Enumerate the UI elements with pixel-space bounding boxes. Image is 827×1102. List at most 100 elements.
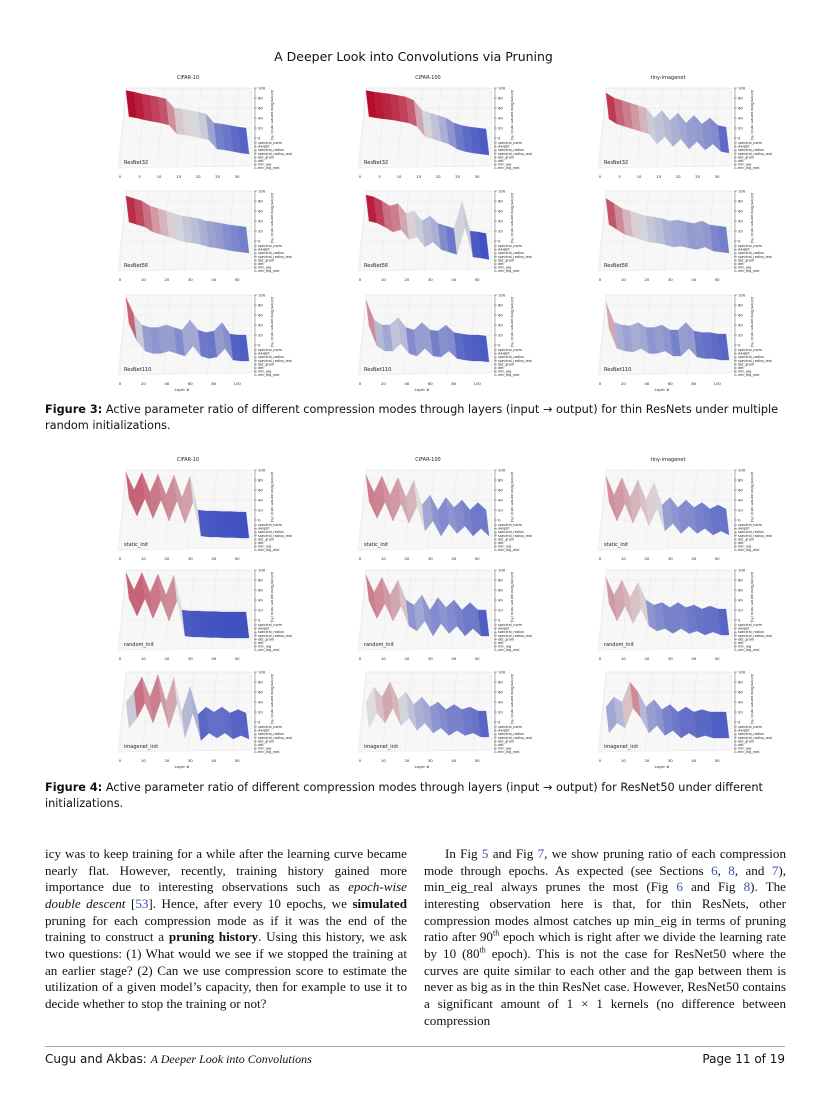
z-axis-label: Active/Total param ratio (%) bbox=[510, 472, 514, 523]
mode-label: spectral_radius bbox=[498, 148, 524, 152]
z-tick-label: 60 bbox=[738, 487, 743, 492]
z-tick-label: 100 bbox=[738, 467, 746, 472]
x-tick-label: 40 bbox=[211, 277, 216, 282]
x-tick-label: 50 bbox=[715, 758, 720, 763]
section-link[interactable]: 8 bbox=[728, 862, 735, 878]
x-tick-label: 60 bbox=[668, 381, 673, 386]
x-tick-label: 20 bbox=[436, 174, 441, 179]
mode-label: spectral_radius bbox=[258, 251, 284, 255]
model-label: ResNet32 bbox=[364, 160, 388, 166]
z-tick-label: 80 bbox=[258, 477, 263, 482]
x-tick-label: 20 bbox=[404, 556, 409, 561]
mode-label: spectral_radius_real bbox=[258, 359, 292, 363]
mode-label: det_gram bbox=[738, 155, 755, 159]
grid-line bbox=[142, 671, 149, 753]
z-tick-label: 40 bbox=[738, 218, 743, 223]
mode-label: spectral_radius_real bbox=[258, 736, 292, 740]
mode-label: min_eig_real bbox=[738, 269, 759, 273]
mode-label: spectral_radius_real bbox=[498, 634, 532, 638]
x-tick-label: 40 bbox=[451, 656, 456, 661]
z-tick-label: 60 bbox=[258, 587, 263, 592]
mode-label: spectral_norm bbox=[738, 141, 763, 145]
z-axis-label: Active/Total param ratio (%) bbox=[510, 193, 514, 244]
z-tick-label: 80 bbox=[258, 679, 263, 684]
mode-label: det bbox=[738, 743, 744, 747]
figure-link[interactable]: 7 bbox=[537, 846, 545, 861]
mode-label: min_eig_real bbox=[258, 548, 279, 552]
mode-label: spectral_norm bbox=[258, 244, 283, 248]
mode-label: det bbox=[738, 262, 744, 266]
z-axis-label: Active/Total param ratio (%) bbox=[750, 90, 754, 141]
mode-label: min_eig_real bbox=[258, 373, 279, 377]
mode-label: min_eig_real bbox=[738, 373, 759, 377]
mode-label: weight bbox=[258, 145, 270, 149]
surface-segment bbox=[237, 709, 250, 740]
mode-label: spectral_norm bbox=[258, 141, 283, 145]
mode-label: det_gram bbox=[258, 258, 275, 262]
figure-link[interactable]: 8 bbox=[743, 879, 751, 895]
z-axis-label: Active/Total param ratio (%) bbox=[270, 297, 274, 348]
grid-line bbox=[599, 569, 607, 651]
x-tick-label: 50 bbox=[235, 556, 240, 561]
z-tick-label: 0 bbox=[498, 517, 501, 522]
x-tick-label: 0 bbox=[599, 174, 602, 179]
x-tick-label: 40 bbox=[644, 381, 649, 386]
z-tick-label: 80 bbox=[498, 577, 503, 582]
mode-label: det_gram bbox=[498, 537, 515, 541]
x-tick-label: 30 bbox=[188, 656, 193, 661]
text: . Using this history, we ask two questio… bbox=[45, 929, 408, 1011]
mode-label: min_eig bbox=[498, 163, 511, 167]
figure-link[interactable]: 6 bbox=[676, 879, 683, 895]
x-tick-label: 5 bbox=[378, 174, 381, 179]
surface-plot: 0 20 40 60 80 100 Active/Total param ratio (%)… bbox=[112, 664, 312, 774]
mode-label: spectral_radius_real bbox=[738, 255, 772, 259]
surface-segment bbox=[477, 710, 490, 738]
text: epoch which is right after we divide the… bbox=[424, 929, 786, 961]
mode-label: det_gram bbox=[738, 258, 755, 262]
mode-label: spectral_norm bbox=[498, 348, 523, 352]
grid-line bbox=[119, 469, 127, 551]
mode-label: spectral_norm bbox=[498, 523, 523, 527]
mode-label: spectral_radius bbox=[258, 148, 284, 152]
x-tick-label: 10 bbox=[397, 174, 402, 179]
z-tick-label: 80 bbox=[258, 302, 263, 307]
figure-link[interactable]: 5 bbox=[481, 846, 489, 861]
z-tick-label: 60 bbox=[258, 105, 263, 110]
z-tick-label: 20 bbox=[498, 709, 503, 714]
z-tick-label: 0 bbox=[258, 617, 261, 622]
text: , and bbox=[734, 862, 772, 878]
mode-label: weight bbox=[738, 729, 750, 733]
mode-label: min_eig_real bbox=[258, 269, 279, 273]
surface-segment bbox=[237, 511, 250, 539]
text: icy was to keep training for a while aft… bbox=[45, 846, 407, 895]
z-tick-label: 20 bbox=[738, 607, 743, 612]
mode-label: min_eig_real bbox=[738, 750, 759, 754]
z-tick-label: 0 bbox=[258, 135, 261, 140]
x-tick-label: 40 bbox=[164, 381, 169, 386]
grid-line bbox=[359, 671, 367, 753]
mode-label: spectral_radius bbox=[258, 355, 284, 359]
superscript: th bbox=[492, 928, 500, 938]
z-tick-label: 100 bbox=[258, 567, 266, 572]
model-label: imagenet_init bbox=[124, 744, 158, 750]
caption-label: Figure 4: bbox=[45, 781, 103, 794]
x-tick-label: 100 bbox=[714, 381, 722, 386]
mode-label: det bbox=[258, 159, 264, 163]
z-tick-label: 100 bbox=[498, 188, 506, 193]
x-tick-label: 80 bbox=[211, 381, 216, 386]
section-link[interactable]: 6 bbox=[711, 862, 718, 878]
mode-label: min_eig_real bbox=[738, 548, 759, 552]
model-label: ResNet32 bbox=[124, 160, 148, 166]
mode-label: min_eig bbox=[738, 370, 751, 374]
x-tick-label: 0 bbox=[359, 656, 362, 661]
surface-segment bbox=[237, 611, 250, 639]
citation-link[interactable]: 53 bbox=[135, 895, 149, 911]
x-tick-label: 15 bbox=[656, 174, 661, 179]
mode-label: min_eig_real bbox=[258, 166, 279, 170]
mode-label: det_gram bbox=[498, 739, 515, 743]
mode-label: weight bbox=[738, 145, 750, 149]
section-link[interactable]: 7 bbox=[771, 862, 779, 878]
fig4-col-title: CIFAR-100 bbox=[415, 457, 441, 463]
